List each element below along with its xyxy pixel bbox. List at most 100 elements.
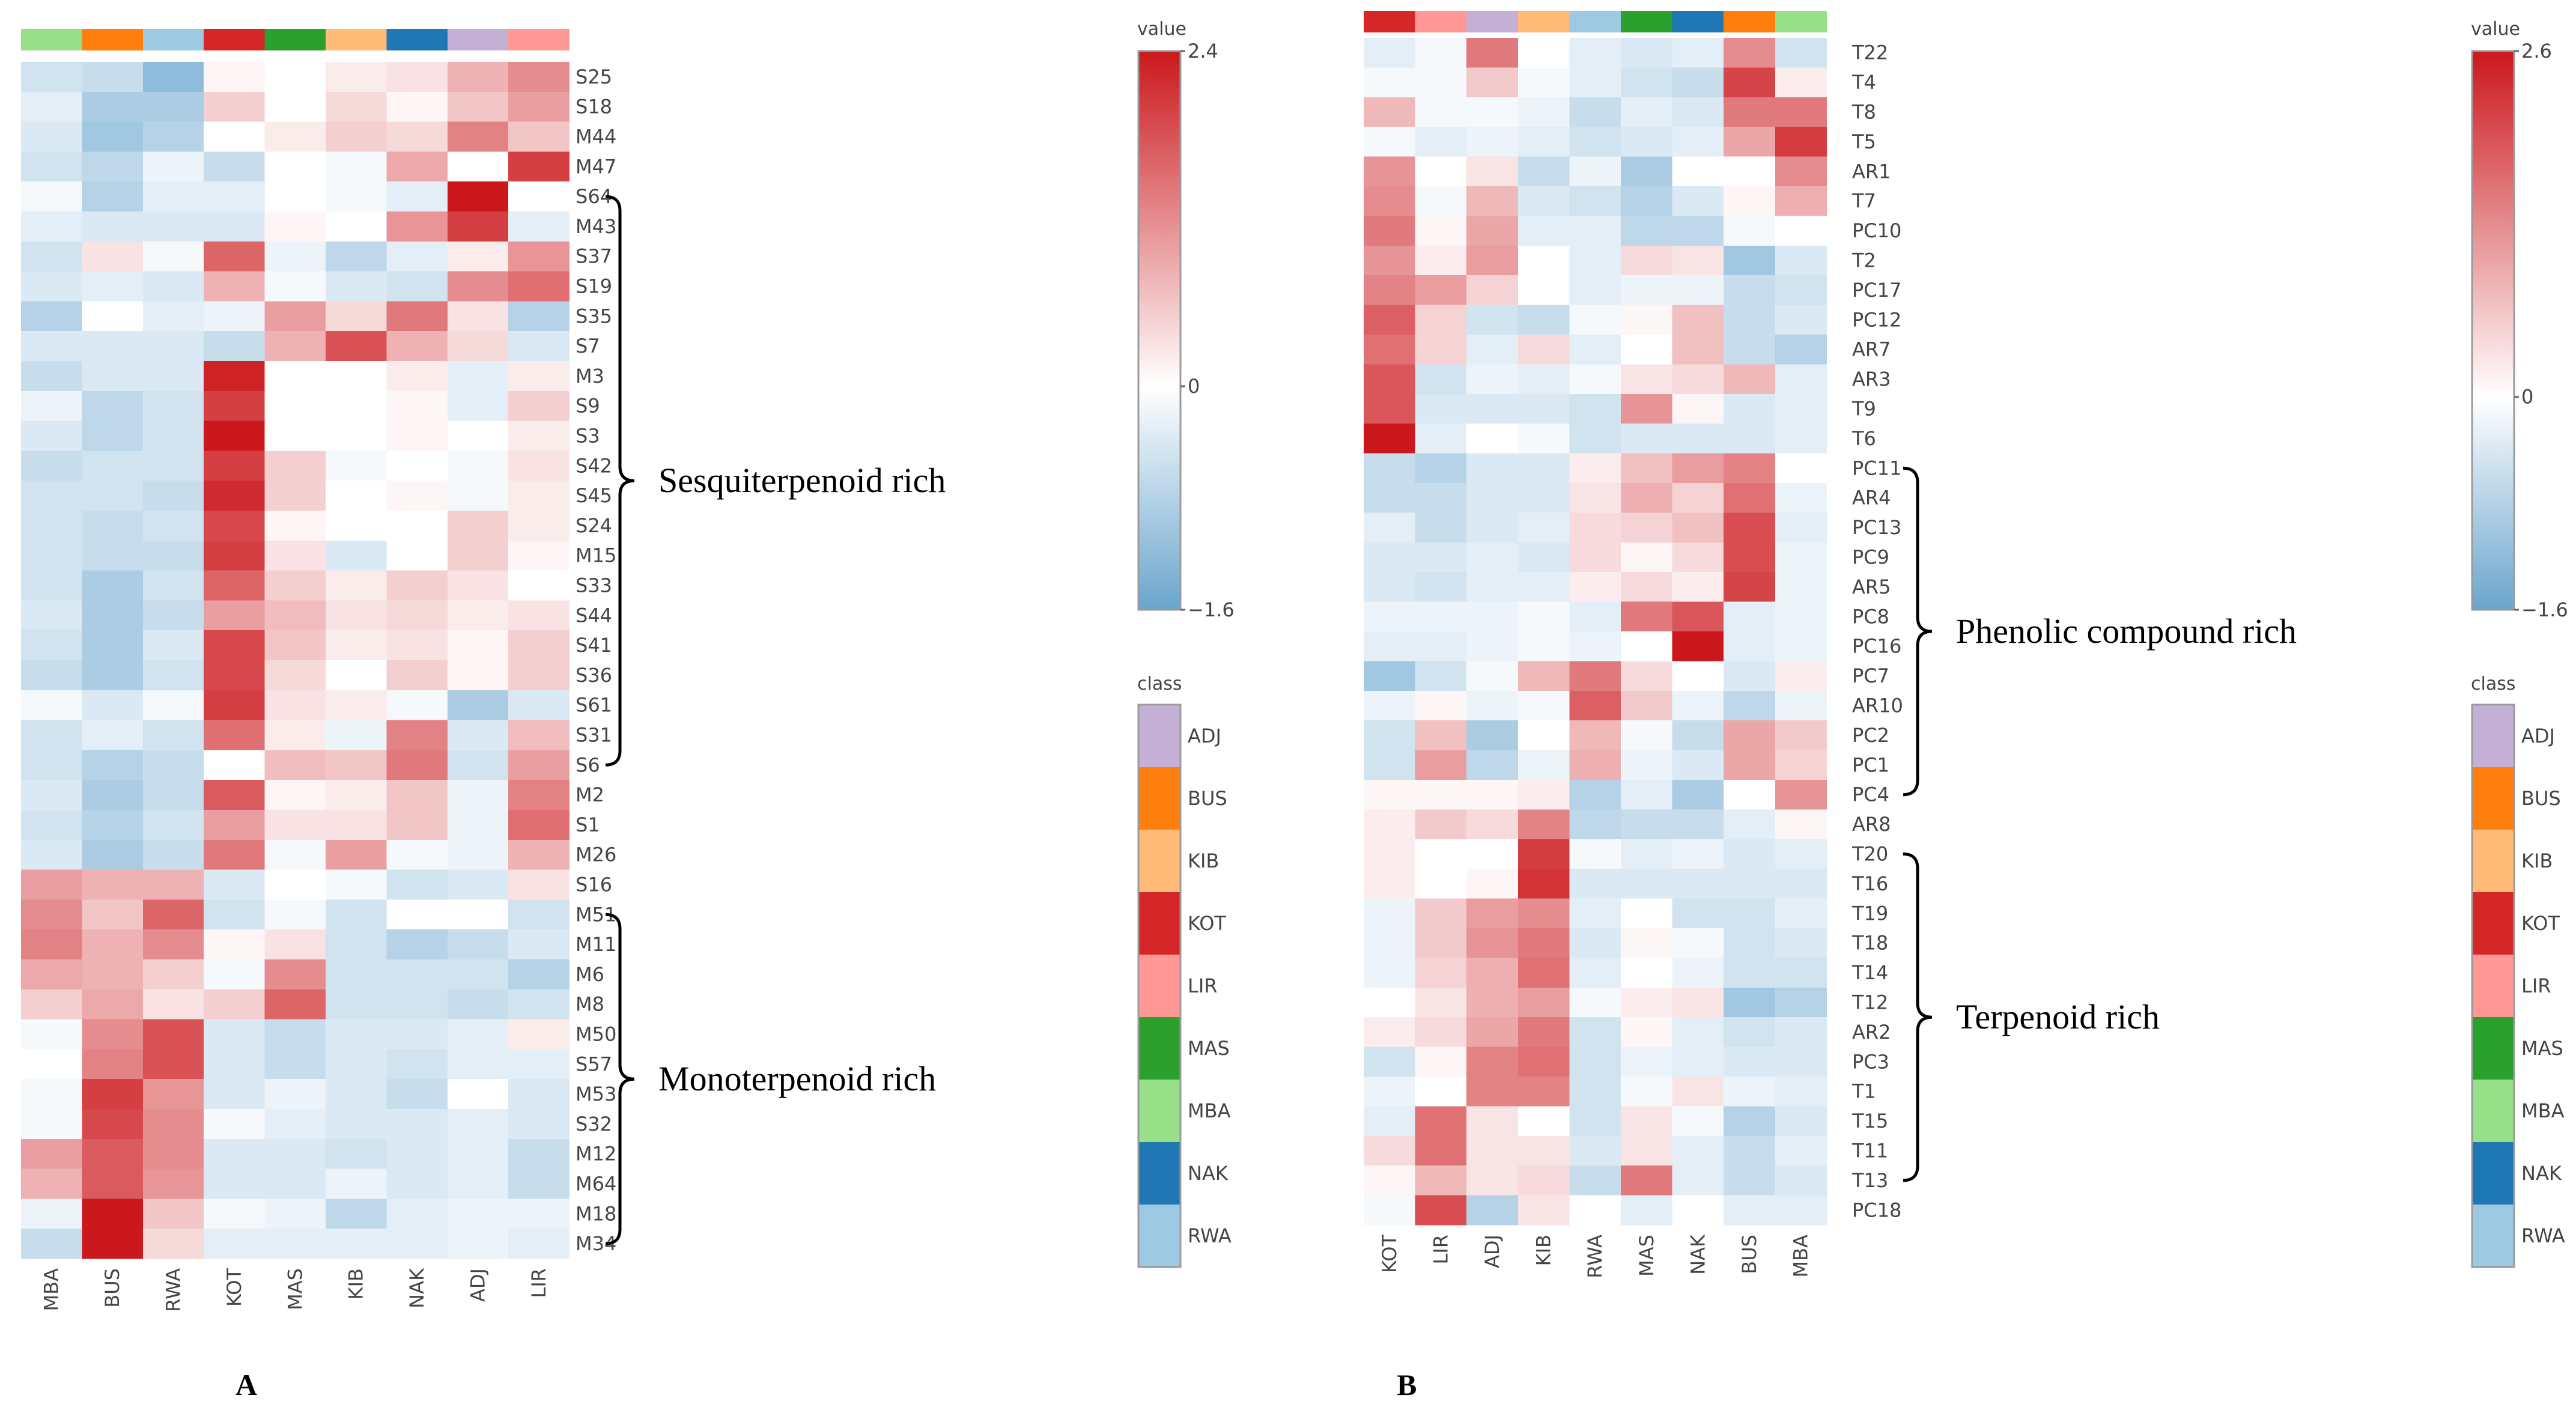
heatmap-cell bbox=[1621, 898, 1673, 929]
heatmap-cell bbox=[264, 1199, 326, 1229]
heatmap-cell bbox=[1415, 512, 1467, 543]
heatmap-cell bbox=[386, 1019, 448, 1050]
heatmap-cell bbox=[1724, 305, 1776, 335]
heatmap-cell bbox=[447, 390, 509, 422]
heatmap-cell bbox=[1517, 601, 1570, 632]
heatmap-cell bbox=[264, 780, 326, 810]
heatmap-cell bbox=[508, 540, 570, 571]
heatmap-cell bbox=[1724, 453, 1776, 484]
heatmap-cell bbox=[508, 660, 570, 691]
heatmap-cell bbox=[1621, 394, 1673, 424]
heatmap-cell bbox=[264, 899, 326, 930]
heatmap-cell bbox=[1415, 1195, 1467, 1226]
row-label: S25 bbox=[576, 65, 612, 88]
heatmap-cell bbox=[82, 151, 144, 182]
heatmap-cell bbox=[1569, 216, 1621, 246]
row-label: M3 bbox=[576, 365, 604, 387]
heatmap-cell bbox=[264, 869, 326, 900]
heatmap-cell bbox=[1724, 720, 1776, 751]
heatmap-cell bbox=[264, 570, 326, 601]
heatmap-cell bbox=[21, 720, 82, 750]
heatmap-cell bbox=[1621, 1017, 1673, 1048]
heatmap-cell bbox=[1517, 631, 1570, 661]
heatmap-cell bbox=[508, 959, 570, 990]
heatmap-cell bbox=[447, 1079, 509, 1110]
heatmap-cell bbox=[508, 1199, 570, 1229]
heatmap-cell bbox=[142, 390, 204, 422]
class-strip-cell bbox=[21, 29, 82, 50]
heatmap-cell bbox=[1415, 335, 1467, 365]
heatmap-cell bbox=[82, 899, 144, 930]
heatmap-cell bbox=[1415, 1047, 1467, 1077]
heatmap-cell bbox=[1415, 750, 1467, 780]
heatmap-cell bbox=[142, 899, 204, 930]
heatmap-cell bbox=[1517, 572, 1570, 603]
heatmap-cell bbox=[264, 241, 326, 272]
heatmap-cell bbox=[1775, 809, 1827, 840]
heatmap-cell bbox=[1569, 631, 1621, 661]
row-label: T6 bbox=[1852, 427, 1876, 450]
heatmap-cell bbox=[1569, 127, 1621, 157]
heatmap-cell bbox=[508, 151, 570, 182]
heatmap-cell bbox=[264, 1079, 326, 1110]
heatmap-cell bbox=[1775, 869, 1827, 899]
heatmap-cell bbox=[326, 301, 387, 332]
column-label: KIB bbox=[345, 1268, 368, 1299]
heatmap-cell bbox=[1569, 720, 1621, 751]
heatmap-cell bbox=[264, 181, 326, 212]
class-strip-cell bbox=[386, 29, 448, 50]
column-label: ADJ bbox=[467, 1268, 490, 1302]
heatmap-cell bbox=[326, 361, 387, 392]
heatmap-cell bbox=[204, 959, 266, 990]
heatmap-cell bbox=[1775, 335, 1827, 365]
heatmap-cell bbox=[1775, 483, 1827, 513]
heatmap-cell bbox=[1775, 216, 1827, 246]
row-label: S42 bbox=[576, 454, 612, 477]
heatmap-cell bbox=[1672, 631, 1724, 661]
heatmap-cell bbox=[1621, 1077, 1673, 1107]
heatmap-cell bbox=[82, 929, 144, 960]
heatmap-cell bbox=[1672, 1106, 1724, 1137]
heatmap-cell bbox=[204, 91, 266, 123]
row-label: M50 bbox=[576, 1023, 616, 1046]
heatmap-cell bbox=[326, 421, 387, 451]
heatmap-cell bbox=[1569, 335, 1621, 365]
heatmap-cell bbox=[1724, 542, 1776, 573]
heatmap-cell bbox=[82, 1019, 144, 1050]
heatmap-cell bbox=[386, 989, 448, 1020]
heatmap-cell bbox=[1415, 275, 1467, 306]
heatmap-cell bbox=[21, 1079, 82, 1110]
heatmap-cell bbox=[1775, 1047, 1827, 1077]
heatmap-cell bbox=[21, 600, 82, 631]
heatmap-cell bbox=[1364, 1135, 1416, 1166]
class-legend-swatch bbox=[2472, 955, 2514, 1017]
heatmap-cell bbox=[326, 181, 387, 212]
row-label: T4 bbox=[1852, 71, 1876, 94]
heatmap-cell bbox=[1569, 839, 1621, 869]
heatmap-cell bbox=[142, 989, 204, 1020]
row-label: S24 bbox=[576, 514, 612, 537]
heatmap-cell bbox=[204, 1229, 266, 1259]
heatmap-cell bbox=[142, 959, 204, 990]
group-label: Terpenoid rich bbox=[1956, 997, 2160, 1036]
colorbar-tick-label: 2.6 bbox=[2521, 40, 2552, 62]
heatmap-cell bbox=[1517, 750, 1570, 780]
row-label: M8 bbox=[576, 993, 604, 1016]
heatmap-cell bbox=[82, 720, 144, 750]
class-legend-swatch bbox=[1138, 955, 1180, 1017]
class-legend-label: LIR bbox=[1188, 974, 1218, 997]
heatmap-cell bbox=[1466, 720, 1519, 751]
heatmap-cell bbox=[204, 151, 266, 182]
heatmap-cell bbox=[1415, 987, 1467, 1018]
heatmap-cell bbox=[386, 271, 448, 302]
row-label: PC16 bbox=[1852, 635, 1901, 658]
heatmap-cell bbox=[21, 630, 82, 661]
row-label: S7 bbox=[576, 335, 600, 357]
heatmap-cell bbox=[1672, 928, 1724, 958]
heatmap-cell bbox=[264, 361, 326, 392]
heatmap-cell bbox=[1672, 572, 1724, 603]
heatmap-cell bbox=[508, 481, 570, 511]
heatmap-cell bbox=[1569, 275, 1621, 306]
row-label: T15 bbox=[1852, 1110, 1888, 1132]
heatmap-cell bbox=[1621, 869, 1673, 899]
